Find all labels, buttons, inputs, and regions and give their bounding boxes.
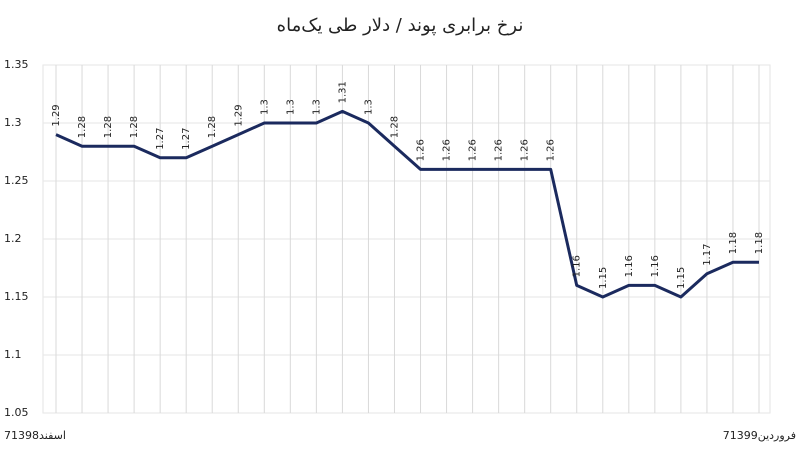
data-label: 1.28 <box>389 116 400 138</box>
data-label: 1.16 <box>650 255 661 277</box>
data-label: 1.15 <box>676 267 687 289</box>
y-tick-label: 1.2 <box>4 232 22 245</box>
data-label: 1.3 <box>363 99 374 115</box>
data-label: 1.27 <box>181 128 192 150</box>
data-label: 1.31 <box>337 81 348 103</box>
data-label: 1.28 <box>103 116 114 138</box>
data-label: 1.29 <box>51 104 62 126</box>
y-tick-label: 1.1 <box>4 348 22 361</box>
data-label: 1.3 <box>311 99 322 115</box>
data-label: 1.18 <box>754 232 765 254</box>
line <box>55 109 759 299</box>
data-label: 1.26 <box>468 139 479 161</box>
data-label: 1.16 <box>624 255 635 277</box>
data-label: 1.17 <box>702 244 713 266</box>
y-tick-label: 1.15 <box>4 290 29 303</box>
data-label: 1.28 <box>129 116 140 138</box>
data-label: 1.28 <box>207 116 218 138</box>
data-label: 1.3 <box>259 99 270 115</box>
data-label: 1.29 <box>233 104 244 126</box>
data-label: 1.26 <box>442 139 453 161</box>
data-label: 1.27 <box>155 128 166 150</box>
data-label: 1.28 <box>77 116 88 138</box>
data-label: 1.26 <box>546 139 557 161</box>
chart-title: نرخ برابری پوند / دلار طی یک‌ماه <box>277 15 524 36</box>
data-label: 1.15 <box>598 267 609 289</box>
data-label: 1.18 <box>728 232 739 254</box>
x-tick-label: 7اسفند1398 <box>4 429 66 442</box>
x-tick-label: 7فروردین1399 <box>723 429 796 442</box>
data-label: 1.26 <box>416 139 427 161</box>
data-label: 1.26 <box>520 139 531 161</box>
data-label: 1.3 <box>285 99 296 115</box>
y-tick-label: 1.05 <box>4 406 29 419</box>
data-label: 1.16 <box>572 255 583 277</box>
y-tick-label: 1.25 <box>4 174 29 187</box>
data-label: 1.26 <box>494 139 505 161</box>
y-tick-label: 1.35 <box>4 58 29 71</box>
y-tick-label: 1.3 <box>4 116 22 129</box>
